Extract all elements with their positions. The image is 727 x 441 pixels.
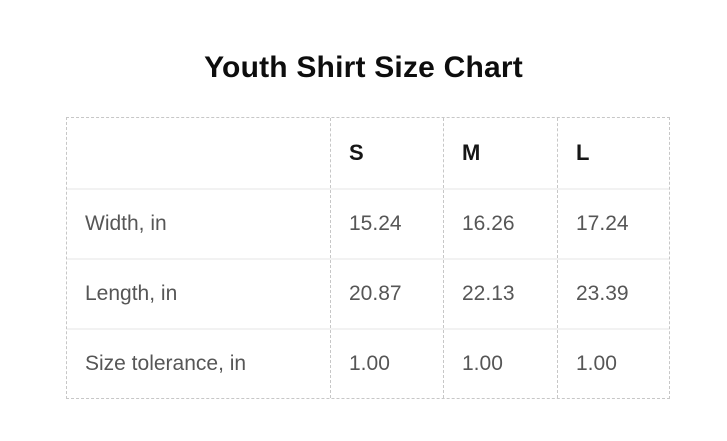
value-tolerance-m: 1.00 bbox=[443, 330, 557, 398]
value-width-l: 17.24 bbox=[557, 190, 669, 258]
value-length-m: 22.13 bbox=[443, 260, 557, 328]
row-label-size-tolerance: Size tolerance, in bbox=[85, 352, 247, 375]
table-row-size-tolerance: Size tolerance, in 1.00 1.00 1.00 bbox=[67, 328, 669, 398]
value-tolerance-l: 1.00 bbox=[557, 330, 669, 398]
column-header-m: M bbox=[443, 118, 557, 188]
value-width-m: 16.26 bbox=[443, 190, 557, 258]
value-length-s: 20.87 bbox=[330, 260, 443, 328]
value-tolerance-s: 1.00 bbox=[330, 330, 443, 398]
column-header-s: S bbox=[330, 118, 443, 188]
page-title: Youth Shirt Size Chart bbox=[204, 51, 523, 84]
table-row-width: Width, in 15.24 16.26 17.24 bbox=[67, 188, 669, 258]
size-chart-table: S M L Width, in 15.24 16.26 17.24 Length… bbox=[66, 117, 670, 399]
value-length-l: 23.39 bbox=[557, 260, 669, 328]
table-header-row: S M L bbox=[67, 118, 669, 188]
row-label-width: Width, in bbox=[85, 212, 167, 235]
corner-cell bbox=[67, 118, 330, 188]
value-width-s: 15.24 bbox=[330, 190, 443, 258]
column-header-l: L bbox=[557, 118, 669, 188]
row-label-length: Length, in bbox=[85, 282, 178, 305]
table-row-length: Length, in 20.87 22.13 23.39 bbox=[67, 258, 669, 328]
